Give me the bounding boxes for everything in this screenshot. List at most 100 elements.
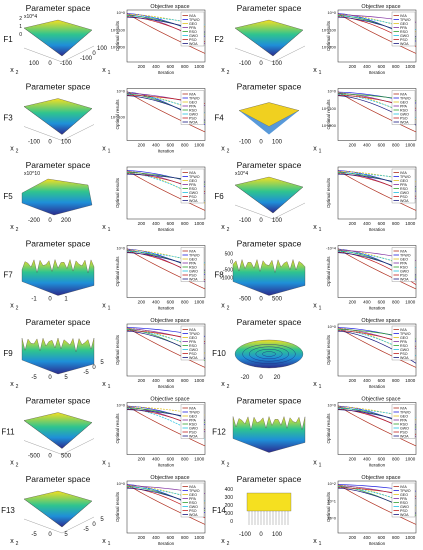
curve-geo [337, 170, 417, 183]
surface-mesh [23, 412, 93, 449]
objective-x-tick: 1000 [405, 300, 416, 305]
objective-x-tick: 800 [181, 300, 189, 305]
objective-x-label: Iteration [369, 463, 386, 468]
legend-label-ivia: IVIA [189, 14, 196, 18]
surface-mesh [23, 490, 93, 528]
surface-y-tick: -100 [80, 56, 93, 62]
function-label: F12 [212, 428, 226, 437]
legend-label-ppa: PPA [189, 183, 197, 187]
objective-y-tick: 10^0 [116, 481, 125, 486]
floor-outline [23, 516, 95, 534]
surface-title: Parameter space [237, 396, 302, 406]
legend-label-geo: GEO [400, 414, 408, 418]
objective-x-tick: 200 [349, 221, 357, 226]
objective-y-tick: 10^-200 [322, 123, 337, 128]
surface-edge [23, 106, 93, 135]
legend-label-gwo: GWO [189, 505, 198, 509]
x2-axis-subscript: 2 [227, 306, 230, 312]
objective-x-label: Iteration [158, 541, 175, 546]
legend-label-gwo: GWO [400, 348, 409, 352]
objective-x-tick: 600 [378, 457, 386, 462]
objective-y-tick: 10^0 [327, 89, 336, 94]
surface-title: Parameter space [26, 474, 91, 484]
legend-label-ivia: IVIA [189, 92, 196, 96]
floor-outline [234, 202, 306, 220]
objective-x-tick: 600 [167, 143, 175, 148]
legend-label-woa: WOA [189, 277, 198, 281]
surface-x-tick: -500 [28, 454, 41, 460]
legend-label-rso: RSO [189, 30, 197, 34]
x1-axis-label: x [313, 67, 317, 74]
legend-label-tfwo: TFWO [400, 410, 411, 414]
surface-title: Parameter space [26, 82, 91, 92]
legend-label-geo: GEO [189, 100, 197, 104]
legend-label-rso: RSO [189, 187, 197, 191]
x2-axis-subscript: 2 [16, 306, 19, 312]
x2-axis-label: x [221, 146, 225, 153]
legend-label-tfwo: TFWO [400, 18, 411, 22]
surface-x-tick: 0 [48, 375, 52, 381]
legend-box [180, 168, 205, 204]
legend-label-geo: GEO [189, 22, 197, 26]
surface-x-tick: -100 [239, 532, 252, 538]
legend-label-ppa: PPA [400, 497, 408, 501]
x2-axis-subscript: 2 [227, 541, 230, 547]
x1-axis-subscript: 1 [108, 463, 111, 469]
surface-title: Parameter space [237, 82, 302, 92]
legend-label-rso: RSO [400, 501, 408, 505]
surface-x-tick: -100 [239, 140, 252, 146]
function-label: F3 [3, 114, 13, 123]
legend-label-geo: GEO [400, 257, 408, 261]
surface-mesh [246, 492, 292, 512]
surface-z-tick: 2 [19, 16, 22, 22]
surface-x-tick: 100 [61, 140, 72, 146]
objective-x-tick: 1000 [405, 457, 416, 462]
x1-axis-subscript: 1 [319, 463, 322, 469]
curve-ivia [126, 12, 206, 54]
objective-y-tick: 10^-100 [322, 106, 337, 111]
surface-x-tick: 0 [48, 454, 52, 460]
curve-gwo [337, 15, 417, 30]
objective-x-tick: 800 [181, 64, 189, 69]
objective-x-label: Iteration [369, 384, 386, 389]
surface-x-tick: 0 [48, 532, 52, 538]
legend-label-tfwo: TFWO [400, 489, 411, 493]
objective-x-label: Iteration [158, 227, 175, 232]
legend-label-rso: RSO [400, 265, 408, 269]
legend-label-rso: RSO [400, 422, 408, 426]
legend-label-rso: RSO [189, 265, 197, 269]
x1-axis-label: x [102, 538, 106, 545]
legend-box [391, 325, 416, 361]
objective-x-tick: 400 [152, 221, 160, 226]
x2-axis-label: x [10, 538, 14, 545]
surface-y-tick: -5 [83, 370, 89, 376]
legend-label-pso: PSO [400, 352, 408, 356]
curve-geo [337, 406, 417, 421]
objective-x-tick: 400 [152, 64, 160, 69]
legend-label-geo: GEO [189, 493, 197, 497]
objective-x-tick: 200 [138, 221, 146, 226]
surface-x-tick: 500 [272, 297, 283, 303]
surface-x-tick: 0 [48, 218, 52, 224]
objective-x-tick: 400 [152, 143, 160, 148]
legend-box [391, 247, 416, 282]
legend-label-pso: PSO [189, 116, 197, 120]
surface-x-tick: 0 [48, 297, 52, 303]
objective-y-label: Optimal results [115, 491, 120, 522]
legend-label-tfwo: TFWO [189, 332, 200, 336]
surface-x-tick: 5 [64, 375, 68, 381]
objective-y-tick: 10^0 [116, 246, 125, 251]
curve-ivia [337, 248, 417, 290]
surface-mesh [23, 19, 93, 57]
x2-axis-subscript: 2 [16, 463, 19, 469]
surface-z-tick: 300 [225, 495, 234, 501]
legend-label-woa: WOA [189, 199, 198, 203]
objective-x-tick: 600 [378, 378, 386, 383]
function-label: F13 [1, 506, 15, 515]
surface-x-tick: -5 [31, 375, 37, 381]
legend-label-gwo: GWO [400, 34, 409, 38]
x2-axis-subscript: 2 [16, 149, 19, 155]
